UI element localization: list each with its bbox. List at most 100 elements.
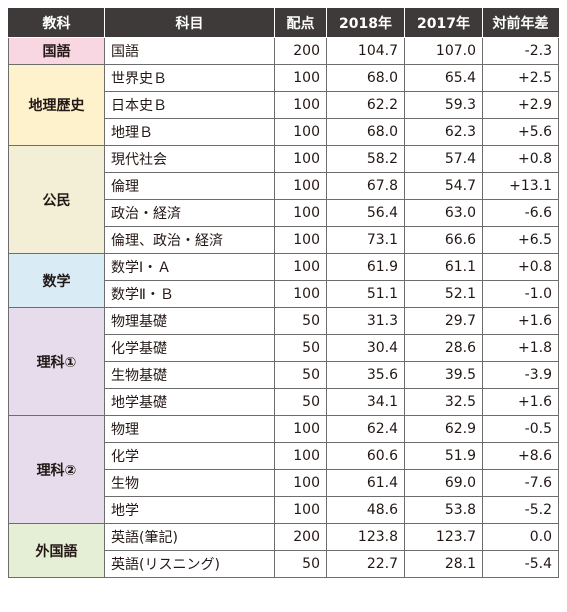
score-2017-cell: 65.4 (404, 64, 483, 92)
diff-cell: +2.5 (482, 64, 559, 92)
table-row: 数学Ⅱ・Ｂ 100 51.1 52.1 -1.0 (9, 280, 559, 308)
score-2018-cell: 48.6 (326, 496, 405, 524)
score-2017-cell: 54.7 (404, 172, 483, 200)
score-2018-cell: 51.1 (326, 280, 405, 308)
subject-group-cell: 数学 (8, 253, 105, 308)
score-2017-cell: 59.3 (404, 91, 483, 119)
points-cell: 100 (274, 442, 327, 470)
score-2018-cell: 61.9 (326, 253, 405, 281)
table-row: 地理Ｂ 100 68.0 62.3 +5.6 (9, 118, 559, 146)
diff-cell: +2.9 (482, 91, 559, 119)
course-cell: 物理基礎 (104, 307, 275, 335)
header-points: 配点 (274, 8, 327, 38)
table-row: 政治・経済 100 56.4 63.0 -6.6 (9, 199, 559, 227)
course-cell: 化学 (104, 442, 275, 470)
table-body: 国語 国語 200 104.7 107.0 -2.3 地理歴史 世界史Ｂ 100 68.0 65.4… (8, 37, 559, 578)
points-cell: 100 (274, 118, 327, 146)
course-cell: 政治・経済 (104, 199, 275, 227)
course-cell: 英語(筆記) (104, 523, 275, 551)
score-2017-cell: 28.6 (404, 334, 483, 362)
score-2017-cell: 32.5 (404, 388, 483, 416)
course-cell: 数学Ⅱ・Ｂ (104, 280, 275, 308)
header-diff: 対前年差 (482, 8, 559, 38)
diff-cell: +1.6 (482, 388, 559, 416)
header-year-2017: 2017年 (404, 8, 483, 38)
header-year-2018: 2018年 (326, 8, 405, 38)
subject-group-cell: 理科② (8, 415, 105, 524)
points-cell: 100 (274, 172, 327, 200)
points-cell: 100 (274, 226, 327, 254)
table-row: 国語 国語 200 104.7 107.0 -2.3 (8, 37, 559, 65)
course-cell: 現代社会 (104, 145, 275, 173)
table-row: 化学 100 60.6 51.9 +8.6 (9, 442, 559, 470)
course-cell: 日本史Ｂ (104, 91, 275, 119)
score-2018-cell: 68.0 (326, 118, 405, 146)
table-row: 生物 100 61.4 69.0 -7.6 (9, 469, 559, 497)
points-cell: 50 (274, 388, 327, 416)
subject-group-cell: 国語 (8, 37, 105, 65)
diff-cell: -3.9 (482, 361, 559, 389)
points-cell: 100 (274, 91, 327, 119)
score-2018-cell: 123.8 (326, 523, 405, 551)
score-2018-cell: 34.1 (326, 388, 405, 416)
score-2018-cell: 30.4 (326, 334, 405, 362)
diff-cell: +1.8 (482, 334, 559, 362)
score-2017-cell: 61.1 (404, 253, 483, 281)
course-cell: 国語 (104, 37, 275, 65)
table-row: 理科① 物理基礎 50 31.3 29.7 +1.6 (8, 307, 559, 416)
score-2018-cell: 67.8 (326, 172, 405, 200)
course-cell: 倫理、政治・経済 (104, 226, 275, 254)
score-2018-cell: 58.2 (326, 145, 405, 173)
course-cell: 地理Ｂ (104, 118, 275, 146)
diff-cell: -2.3 (482, 37, 559, 65)
score-2018-cell: 73.1 (326, 226, 405, 254)
subject-group-cell: 理科① (8, 307, 105, 416)
score-2018-cell: 22.7 (326, 550, 405, 578)
course-cell: 生物 (104, 469, 275, 497)
diff-cell: -5.2 (482, 496, 559, 524)
score-2017-cell: 51.9 (404, 442, 483, 470)
header-course: 科目 (104, 8, 275, 38)
diff-cell: +6.5 (482, 226, 559, 254)
score-2017-cell: 123.7 (404, 523, 483, 551)
subject-group-cell: 外国語 (8, 523, 105, 578)
score-2017-cell: 52.1 (404, 280, 483, 308)
course-cell: 世界史Ｂ (104, 64, 275, 92)
diff-cell: +0.8 (482, 253, 559, 281)
course-cell: 地学基礎 (104, 388, 275, 416)
score-2018-cell: 35.6 (326, 361, 405, 389)
table-row: 数学 数学Ⅰ・Ａ 100 61.9 61.1 +0.8 (8, 253, 559, 308)
score-2018-cell: 31.3 (326, 307, 405, 335)
score-2017-cell: 57.4 (404, 145, 483, 173)
diff-cell: -1.0 (482, 280, 559, 308)
diff-cell: -7.6 (482, 469, 559, 497)
table-row: 外国語 英語(筆記) 200 123.8 123.7 0.0 (8, 523, 559, 578)
score-2017-cell: 28.1 (404, 550, 483, 578)
diff-cell: -0.5 (482, 415, 559, 443)
diff-cell: 0.0 (482, 523, 559, 551)
diff-cell: +8.6 (482, 442, 559, 470)
score-2017-cell: 69.0 (404, 469, 483, 497)
course-cell: 化学基礎 (104, 334, 275, 362)
table-row: 地学 100 48.6 53.8 -5.2 (9, 496, 559, 524)
score-2018-cell: 56.4 (326, 199, 405, 227)
diff-cell: -5.4 (482, 550, 559, 578)
table-row: 公民 現代社会 100 58.2 57.4 +0.8 (8, 145, 559, 254)
header-row: 教科 科目 配点 2018年 2017年 対前年差 (8, 8, 559, 38)
score-2018-cell: 61.4 (326, 469, 405, 497)
diff-cell: +13.1 (482, 172, 559, 200)
diff-cell: +1.6 (482, 307, 559, 335)
score-2018-cell: 60.6 (326, 442, 405, 470)
points-cell: 200 (274, 523, 327, 551)
score-2018-cell: 62.2 (326, 91, 405, 119)
score-2017-cell: 29.7 (404, 307, 483, 335)
points-cell: 100 (274, 415, 327, 443)
score-2018-cell: 104.7 (326, 37, 405, 65)
score-2018-cell: 68.0 (326, 64, 405, 92)
course-cell: 英語(リスニング) (104, 550, 275, 578)
points-cell: 50 (274, 550, 327, 578)
points-cell: 50 (274, 361, 327, 389)
table-row: 地学基礎 50 34.1 32.5 +1.6 (9, 388, 559, 416)
points-cell: 100 (274, 145, 327, 173)
score-2017-cell: 66.6 (404, 226, 483, 254)
